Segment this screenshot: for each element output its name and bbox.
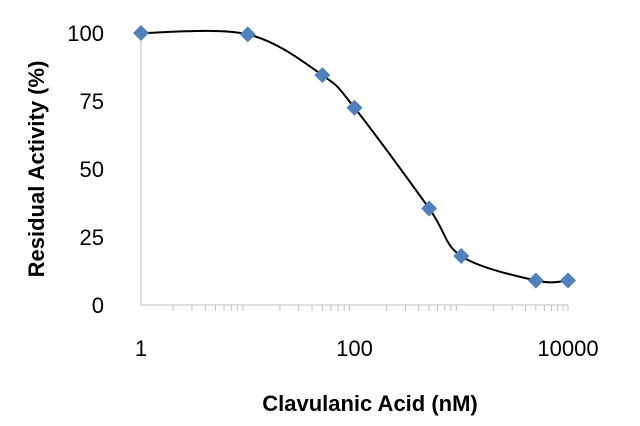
data-point-diamond [133,25,149,41]
x-tick-label: 1 [135,336,147,361]
y-axis-title: Residual Activity (%) [24,61,49,278]
y-tick-label: 50 [80,157,104,182]
y-ticks: 0 25 50 75 100 [67,21,104,318]
x-axis-title: Clavulanic Acid (nM) [262,391,478,416]
axes [140,33,568,306]
data-points-layer [133,25,576,289]
data-point-diamond [527,272,544,289]
fit-curve-layer [140,29,569,284]
y-tick-label: 0 [92,293,104,318]
series-0-fit-line [140,29,569,284]
data-point-diamond [346,99,363,116]
data-point-diamond [560,272,576,289]
data-point-diamond [453,248,470,265]
y-tick-label: 100 [67,21,104,46]
x-tick-label: 100 [336,336,373,361]
y-tick-label: 25 [80,225,104,250]
data-point-diamond [239,26,256,43]
data-point-diamond [421,200,438,217]
x-tick-label: 10000 [537,336,598,361]
data-point-diamond [314,67,331,84]
y-tick-label: 75 [80,89,104,114]
x-ticks: 1 100 10000 [135,305,599,361]
